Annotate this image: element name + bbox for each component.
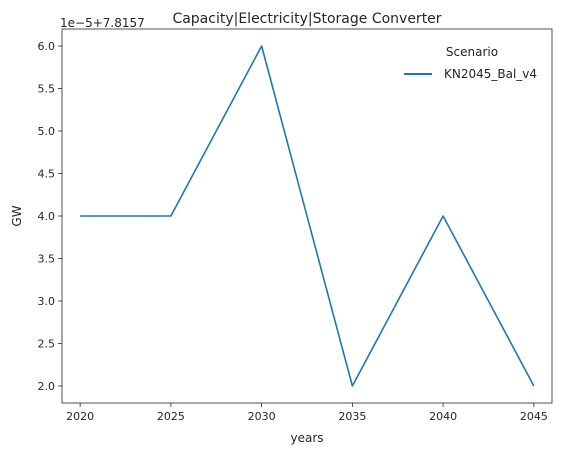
legend-title: Scenario [446,45,498,59]
y-tick-label: 2.0 [38,380,56,393]
y-tick-label: 2.5 [38,338,56,351]
x-axis-label: years [290,431,323,445]
series-layer [80,45,535,387]
y-tick-label: 4.0 [38,210,56,223]
x-tick-label: 2025 [157,410,185,423]
x-tick-label: 2045 [520,410,548,423]
y-axis: 2.0 2.5 3.0 3.5 4.0 4.5 5.0 5.5 6.0 [38,40,62,393]
y-tick-label: 5.5 [38,83,56,96]
y-tick-label: 3.5 [38,253,56,266]
legend-entry-label: KN2045_Bal_v4 [444,67,537,81]
y-tick-label: 4.5 [38,168,56,181]
x-tick-label: 2035 [338,410,366,423]
y-tick-label: 6.0 [38,40,56,53]
y-offset-label: 1e−5+7.8157 [60,16,145,30]
x-tick-label: 2030 [248,410,276,423]
y-axis-label: GW [10,205,24,226]
series-line [80,45,535,387]
x-tick-label: 2020 [66,410,94,423]
x-tick-label: 2040 [429,410,457,423]
legend: Scenario KN2045_Bal_v4 [404,45,537,81]
y-tick-label: 3.0 [38,295,56,308]
y-tick-label: 5.0 [38,125,56,138]
chart-title: Capacity|Electricity|Storage Converter [172,11,441,27]
x-axis: 2020 2025 2030 2035 2040 2045 [66,403,548,423]
